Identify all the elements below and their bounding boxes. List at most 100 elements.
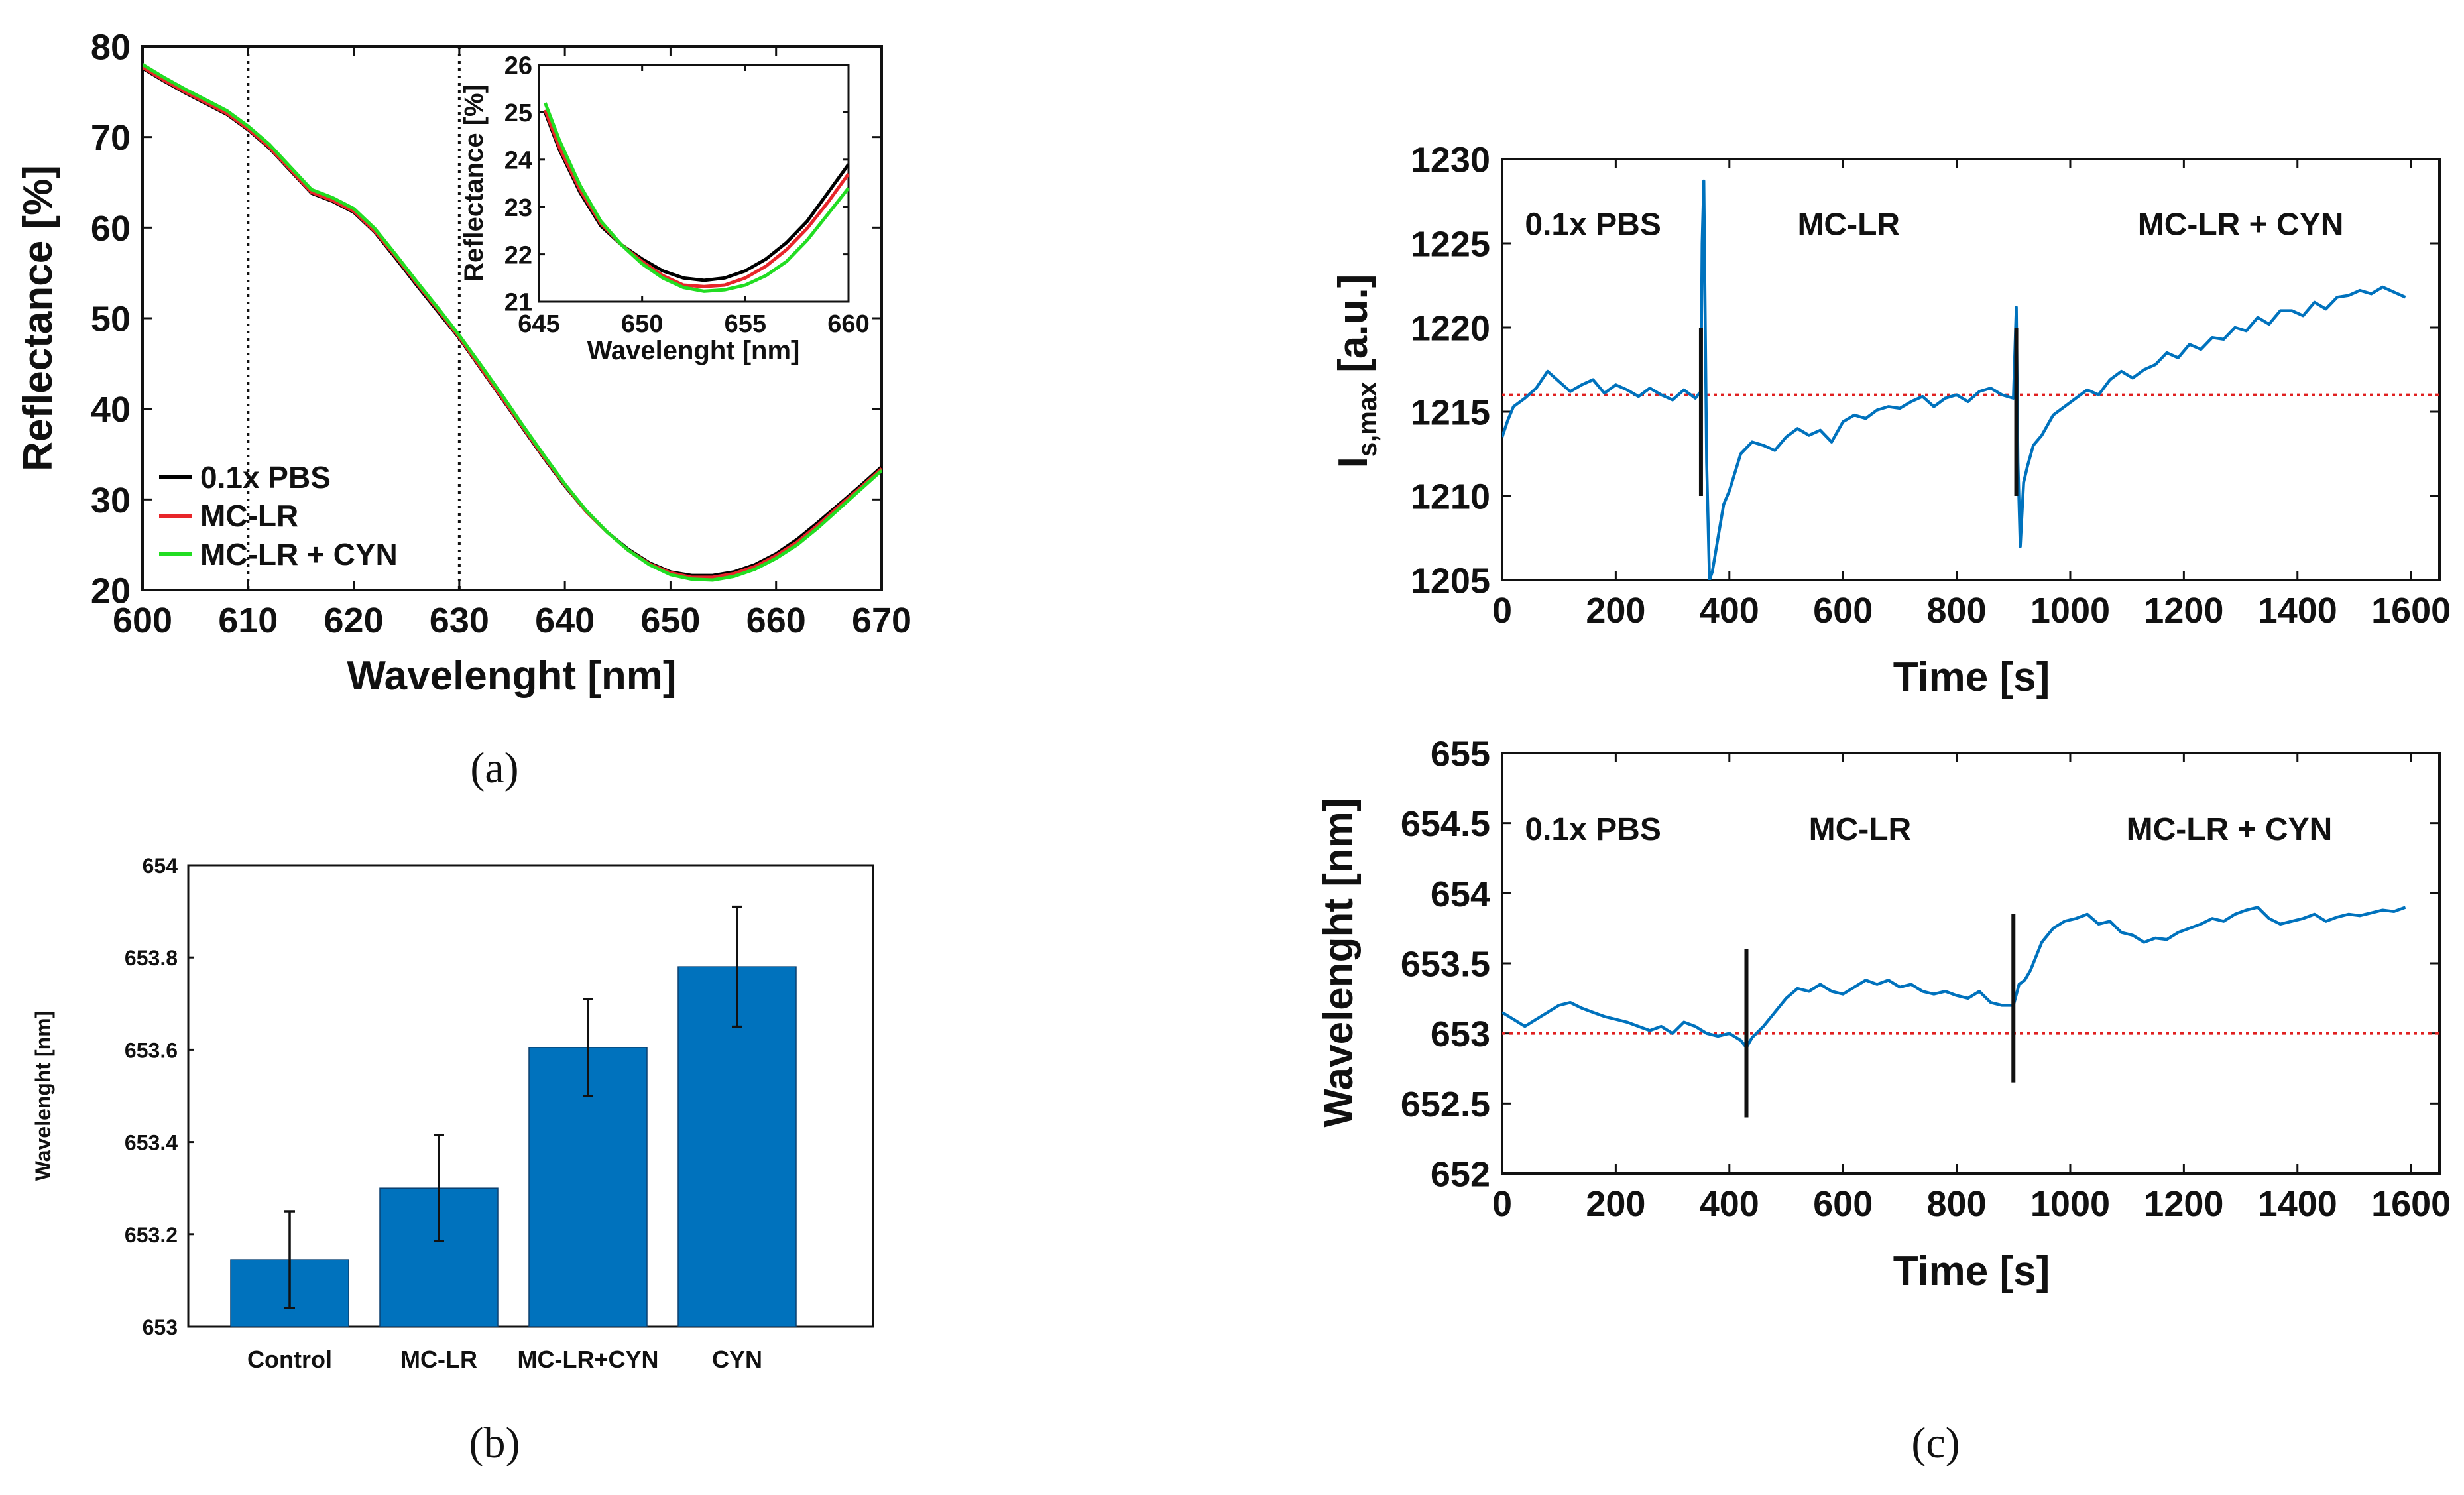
panel-c1-ytick-label: 1215: [1411, 392, 1490, 432]
inset-y-axis-label: Reflectance [%]: [459, 84, 489, 282]
panel-a-xtick-label: 670: [852, 601, 911, 640]
panel-c1-phase-label-mc-lr-cyn: MC-LR + CYN: [2138, 207, 2344, 242]
panel-c1-xtick-label: 1200: [2144, 591, 2223, 630]
panel-b-ytick-label: 653.4: [125, 1131, 178, 1155]
panel-a-ytick-label: 20: [91, 571, 131, 611]
panel-b-y-axis-label: Wavelenght [nm]: [31, 1011, 55, 1181]
inset-xtick-label: 660: [827, 310, 869, 338]
panel-c2-xtick-label: 1000: [2030, 1184, 2110, 1224]
panel-c1-ytick-label: 1205: [1411, 561, 1490, 601]
ylabel-subscript: s,max: [1353, 382, 1382, 457]
panel-a-ytick-label: 70: [91, 118, 131, 158]
panel-c1-xtick-label: 200: [1586, 591, 1645, 630]
panel-c2-phase-label-mc-lr-cyn: MC-LR + CYN: [2127, 812, 2333, 847]
panel-a-line-mc-lr-cyn: [143, 63, 882, 582]
panel-c1-ytick-label: 1230: [1411, 140, 1490, 180]
panel-c2-xtick-label: 600: [1813, 1184, 1873, 1224]
panel-a-ytick-label: 30: [91, 481, 131, 520]
panel-a-xtick-label: 640: [535, 601, 595, 640]
panel-b-category-control: Control: [247, 1346, 332, 1373]
panel-c2-x-ticks: 0 200 400 600 800 1000 1200 1400 1600: [1492, 753, 2451, 1224]
panel-b-ytick-label: 653.8: [125, 946, 178, 970]
inset-ytick-label: 25: [504, 99, 532, 127]
panel-c2-y-axis-label: Wavelenght [nm]: [1316, 798, 1362, 1127]
panel-c2-xtick-label: 800: [1927, 1184, 1987, 1224]
inset-x-ticks: 645 650 655 660: [518, 65, 870, 338]
panel-c2-ytick-label: 652.5: [1401, 1085, 1490, 1124]
panel-a-xtick-label: 660: [746, 601, 806, 640]
panel-c2-ytick-label: 655: [1431, 734, 1490, 774]
panel-c-intensity-chart: 0 200 400 600 800 1000 1200 1400 1600 1205121012…: [1330, 140, 2451, 700]
inset-xtick-label: 650: [621, 310, 663, 338]
legend-label-mclr-cyn: MC-LR + CYN: [200, 537, 398, 571]
panel-label-a: (a): [470, 744, 518, 792]
panel-c1-ytick-label: 1210: [1411, 477, 1490, 516]
inset-xtick-label: 655: [725, 310, 766, 338]
panel-c1-phase-label-0-1x-pbs: 0.1x PBS: [1525, 207, 1661, 242]
inset-ytick-label: 26: [504, 52, 532, 80]
panel-c2-signal-line: [1502, 906, 2406, 1049]
panel-c1-injection-markers: [1698, 328, 2019, 496]
ylabel-main: I: [1330, 457, 1376, 468]
panel-c2-x-axis-label: Time [s]: [1893, 1248, 2050, 1294]
panel-a-xtick-label: 650: [640, 601, 700, 640]
panel-c2-ytick-label: 654.5: [1401, 804, 1490, 844]
panel-c2-ytick-label: 652: [1431, 1154, 1490, 1194]
panel-c2-xtick-label: 200: [1586, 1184, 1645, 1224]
legend-label-mclr: MC-LR: [200, 499, 298, 533]
legend-label-pbs: 0.1x PBS: [200, 460, 331, 495]
panel-b-category-cyn: CYN: [712, 1346, 762, 1373]
panel-b-ytick-label: 653.2: [125, 1223, 178, 1247]
panel-a-ytick-label: 60: [91, 209, 131, 249]
panel-c1-xtick-label: 800: [1927, 591, 1987, 630]
panel-b-bar-chart: 653 653.2 653.4 653.6 653.8 654 Control MC-LR M…: [31, 854, 874, 1373]
panel-b-y-ticks: 653 653.2 653.4 653.6 653.8 654: [125, 854, 194, 1339]
panel-a-x-axis-label: Wavelenght [nm]: [347, 653, 676, 699]
panel-a-xtick-label: 610: [218, 601, 278, 640]
panel-c1-xtick-label: 1600: [2371, 591, 2451, 630]
panel-c-wavelength-chart: 0 200 400 600 800 1000 1200 1400 1600 652652.565…: [1316, 734, 2451, 1294]
ylabel-unit: [a.u.]: [1330, 274, 1376, 373]
panel-c2-xtick-label: 400: [1700, 1184, 1759, 1224]
panel-a-ytick-label: 50: [91, 299, 131, 339]
inset-line-mc-lr: [543, 109, 849, 288]
panel-c1-signal-line: [1502, 179, 2406, 580]
panel-c1-xtick-label: 1400: [2258, 591, 2337, 630]
panel-c2-phase-label-mc-lr: MC-LR: [1809, 812, 1912, 847]
panel-c2-ytick-label: 654: [1431, 874, 1490, 914]
panel-a-x-ticks: 600 610 620 630 640 650 660 670: [113, 46, 911, 640]
panel-b-category-mc-lr-cyn: MC-LR+CYN: [518, 1346, 659, 1373]
panel-c1-phase-labels: 0.1x PBS MC-LR MC-LR + CYN: [1525, 207, 2343, 242]
panel-c1-ytick-label: 1220: [1411, 308, 1490, 348]
inset-ytick-label: 21: [504, 289, 532, 317]
panel-c2-injection-markers: [1744, 914, 2016, 1118]
panel-label-b: (b): [469, 1419, 520, 1467]
panel-c1-phase-label-mc-lr: MC-LR: [1797, 207, 1900, 242]
panel-b-category-labels: Control MC-LR MC-LR+CYN CYN: [247, 1346, 762, 1373]
panel-c1-plot-area: [1501, 158, 2441, 581]
panel-c2-xtick-label: 1200: [2144, 1184, 2223, 1224]
panel-c2-phase-label-0-1x-pbs: 0.1x PBS: [1525, 812, 1661, 847]
panel-a-series-lines: [143, 63, 882, 582]
panel-c1-x-ticks: 0 200 400 600 800 1000 1200 1400 1600: [1492, 159, 2451, 630]
panel-a-reflectance-chart: 600 610 620 630 640 650 660 670 20304050607080 …: [15, 27, 911, 699]
panel-a-vertical-markers: [247, 46, 461, 590]
panel-c1-xtick-label: 400: [1700, 591, 1759, 630]
panel-a-inset-chart: 645 650 655 660 21 22 23 24 25 26 Wavelenght [nm…: [459, 52, 870, 365]
panel-c1-y-axis-label: Is,max [a.u.]: [1330, 274, 1382, 469]
panel-a-xtick-label: 620: [324, 601, 384, 640]
panel-c2-xtick-label: 0: [1492, 1184, 1512, 1224]
inset-ytick-label: 23: [504, 194, 532, 222]
panel-c2-series-line: [1502, 906, 2406, 1049]
panel-c2-ytick-label: 653.5: [1401, 944, 1490, 984]
panel-c1-xtick-label: 600: [1813, 591, 1873, 630]
panel-a-legend: 0.1x PBS MC-LR MC-LR + CYN: [159, 460, 398, 571]
panel-a-ytick-label: 80: [91, 27, 131, 67]
inset-ytick-label: 24: [504, 147, 532, 174]
panel-c2-ytick-label: 653: [1431, 1014, 1490, 1054]
inset-line-mc-lr-cyn: [543, 102, 849, 293]
panel-b-bars: [230, 905, 797, 1327]
panel-c2-y-ticks: 652 652.5 653 653.5 654 654.5 655: [1401, 734, 2439, 1194]
panel-a-ytick-label: 40: [91, 390, 131, 430]
panel-b-category-mc-lr: MC-LR: [400, 1346, 477, 1373]
